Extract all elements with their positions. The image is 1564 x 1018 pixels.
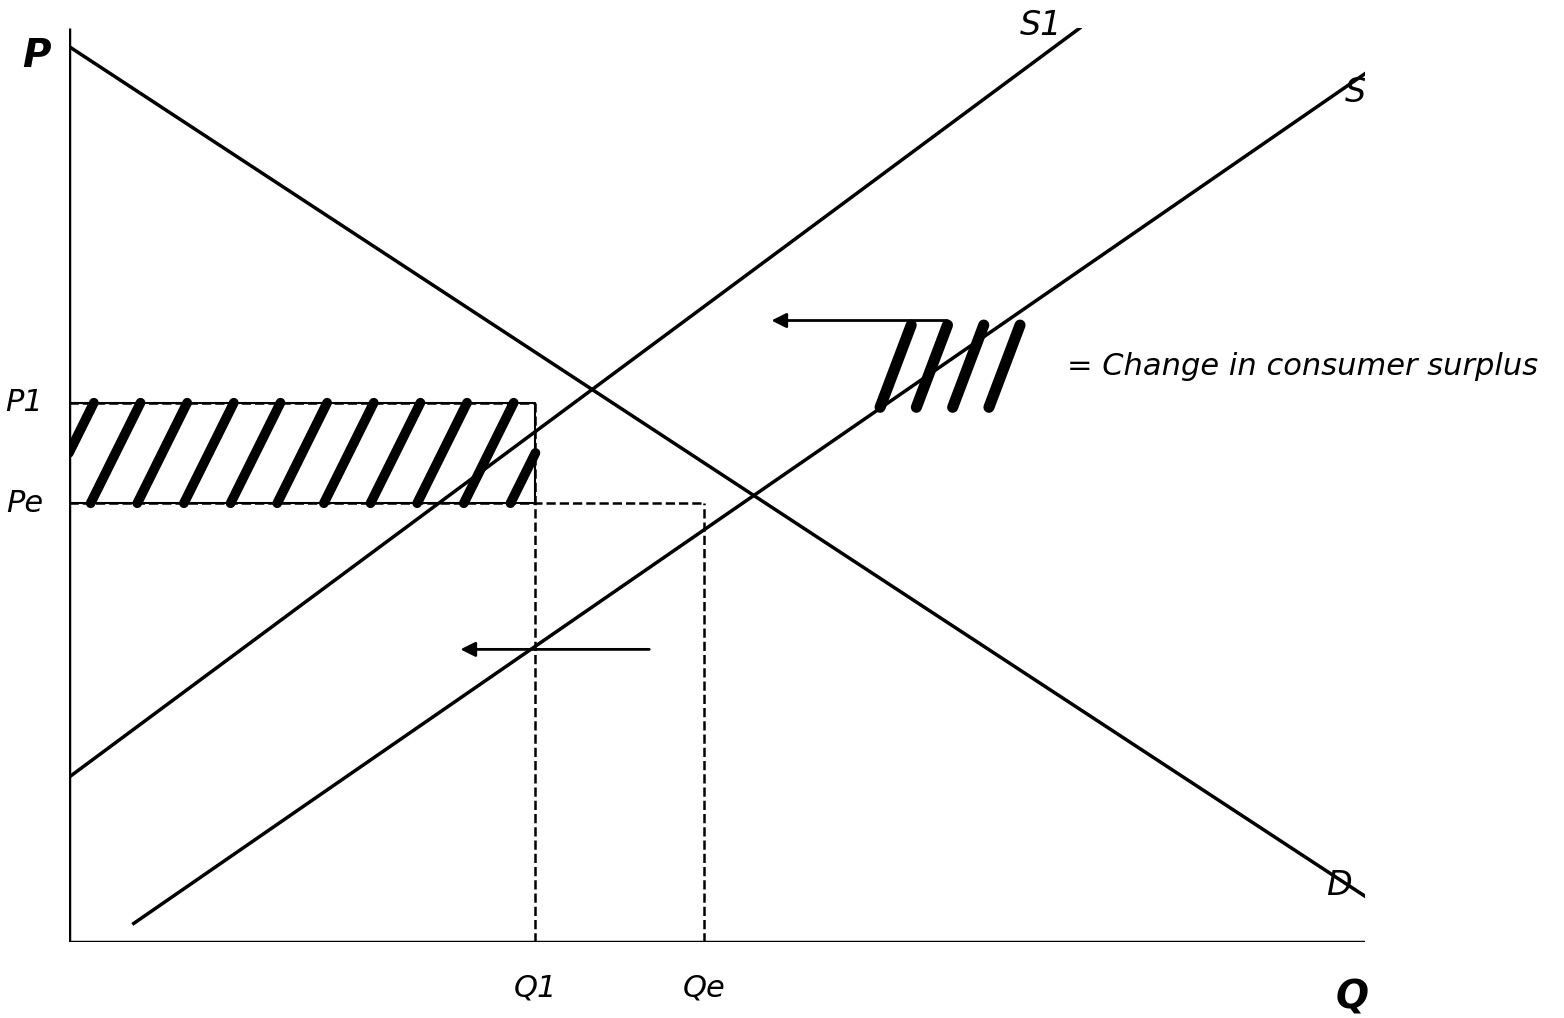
Text: = Change in consumer surplus: = Change in consumer surplus [1067,351,1537,381]
Text: S1: S1 [1020,9,1062,42]
Text: Qe: Qe [682,973,726,1003]
Text: D: D [1326,868,1351,902]
Text: P1: P1 [5,388,44,417]
Text: Q: Q [1336,978,1368,1016]
Text: S: S [1345,75,1367,109]
Text: P: P [22,38,50,75]
Text: Pe: Pe [6,489,44,518]
Text: Q1: Q1 [513,973,557,1003]
